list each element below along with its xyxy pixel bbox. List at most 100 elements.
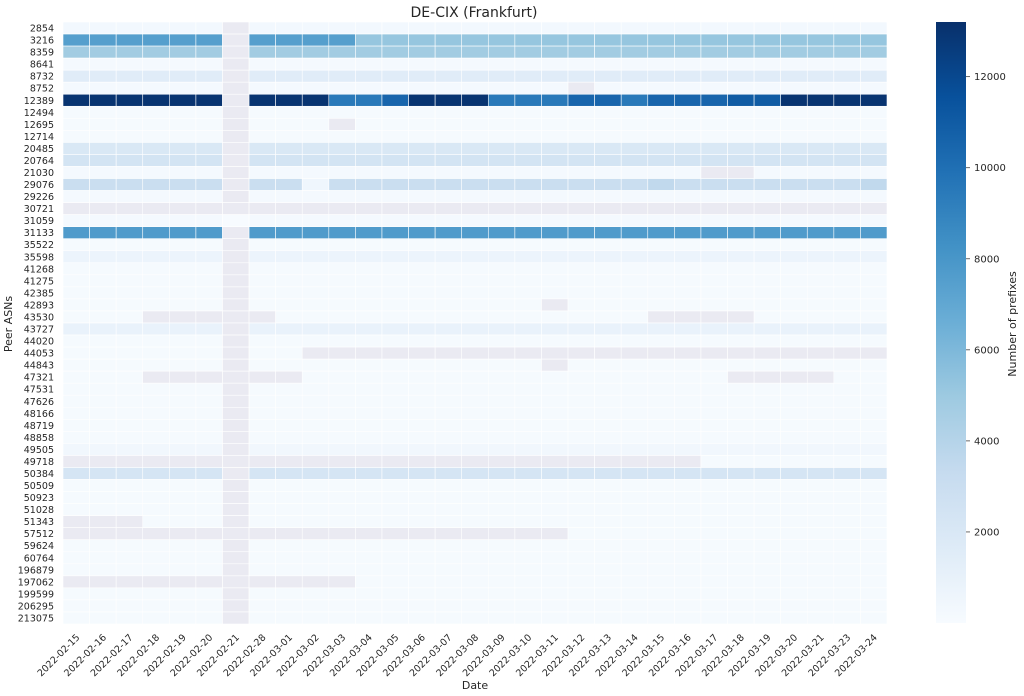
heatmap-cell [567, 563, 595, 577]
heatmap-cell [461, 154, 489, 167]
heatmap-cell [594, 455, 622, 468]
heatmap-cell [860, 479, 888, 492]
heatmap-cell [408, 190, 436, 203]
heatmap-cell [541, 599, 569, 613]
heatmap-cell [860, 611, 888, 625]
heatmap-cell [806, 551, 835, 565]
heatmap-cell [381, 599, 409, 613]
heatmap-cell [647, 394, 675, 408]
heatmap-cell [381, 491, 409, 504]
y-tick-label: 30721 [24, 204, 54, 215]
heatmap-cell [301, 142, 330, 155]
heatmap-cell [301, 394, 330, 408]
heatmap-cell [142, 310, 170, 324]
heatmap-cell [62, 33, 90, 47]
heatmap-cell [780, 419, 808, 432]
heatmap-cell [169, 262, 197, 276]
heatmap-cell [487, 298, 516, 312]
heatmap-cell [700, 527, 728, 541]
y-tick-label: 3216 [30, 36, 54, 47]
heatmap-cell [647, 370, 675, 384]
heatmap-cell [434, 358, 463, 372]
heatmap-cell [514, 226, 542, 240]
heatmap-cell [647, 491, 675, 504]
heatmap-cell [860, 431, 888, 444]
heatmap-cell [514, 286, 542, 300]
heatmap-cell [408, 406, 436, 420]
heatmap-cell [222, 21, 250, 35]
heatmap-cell [780, 551, 808, 565]
heatmap-cell [647, 334, 675, 348]
heatmap-cell [833, 551, 861, 565]
heatmap-cell [381, 214, 409, 227]
heatmap-cell [620, 57, 649, 71]
y-tick-label: 49718 [24, 457, 54, 468]
heatmap-cell [700, 467, 728, 480]
heatmap-cell [674, 443, 702, 456]
heatmap-cell [833, 250, 861, 264]
heatmap-cell [833, 105, 861, 119]
heatmap-cell [62, 154, 90, 167]
heatmap-cell [806, 611, 835, 625]
heatmap-cell [115, 394, 144, 408]
heatmap-cell [860, 286, 888, 300]
heatmap-cell [408, 394, 436, 408]
heatmap-cell [753, 274, 781, 288]
heatmap-cell [806, 358, 835, 372]
heatmap-cell [700, 563, 728, 577]
y-tick-label: 197062 [18, 577, 54, 588]
heatmap-cell [674, 238, 702, 252]
heatmap-cell [727, 45, 755, 59]
heatmap-cell [487, 406, 516, 420]
heatmap-cell [514, 575, 542, 589]
heatmap-cell [169, 527, 197, 541]
heatmap-cell [461, 346, 489, 360]
heatmap-cell [62, 69, 90, 83]
y-tick-label: 12714 [24, 132, 54, 143]
heatmap-cell [727, 539, 755, 553]
heatmap-cell [594, 93, 622, 107]
heatmap-cell [753, 142, 781, 155]
heatmap-cell [89, 551, 117, 565]
heatmap-cell [753, 575, 781, 589]
heatmap-cell [461, 69, 489, 83]
y-tick-label: 35522 [24, 240, 54, 251]
heatmap-cell [142, 238, 170, 252]
heatmap-cell [487, 322, 516, 336]
heatmap-cell [434, 178, 463, 191]
heatmap-cell [301, 419, 330, 432]
heatmap-cell [753, 503, 781, 516]
heatmap-cell [620, 310, 649, 324]
heatmap-cell [727, 310, 755, 324]
heatmap-cell [594, 274, 622, 288]
heatmap-cell [89, 467, 117, 480]
heatmap-cell [620, 599, 649, 613]
heatmap-cell [355, 503, 383, 516]
heatmap-cell [355, 334, 383, 348]
heatmap-cell [195, 81, 223, 95]
heatmap-cell [381, 202, 409, 215]
heatmap-cell [727, 202, 755, 215]
heatmap-cell [62, 539, 90, 553]
heatmap-cell [248, 599, 276, 613]
heatmap-cell [461, 358, 489, 372]
heatmap-cell [222, 238, 250, 252]
heatmap-cell [833, 238, 861, 252]
heatmap-cell [567, 250, 595, 264]
heatmap-cell [195, 286, 223, 300]
heatmap-cell [301, 298, 330, 312]
heatmap-cell [567, 226, 595, 240]
heatmap-cell [594, 154, 622, 167]
heatmap-cell [541, 443, 569, 456]
heatmap-cell [620, 286, 649, 300]
heatmap-cell [328, 599, 356, 613]
heatmap-cell [620, 130, 649, 143]
heatmap-cell [541, 33, 569, 47]
heatmap-cell [780, 166, 808, 179]
heatmap-cell [514, 214, 542, 227]
heatmap-cell [780, 262, 808, 276]
heatmap-cell [620, 406, 649, 420]
heatmap-cell [647, 455, 675, 468]
heatmap-cell [620, 527, 649, 541]
heatmap-cell [115, 599, 144, 613]
